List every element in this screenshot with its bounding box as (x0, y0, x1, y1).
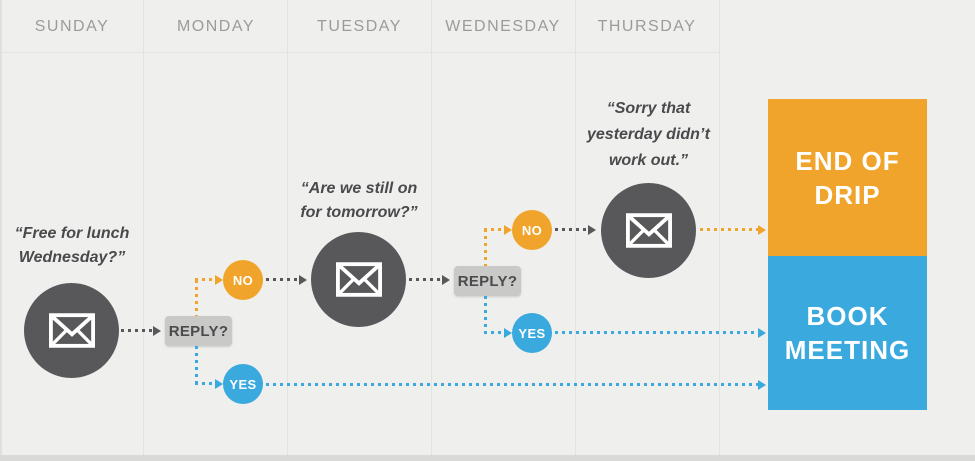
left-edge (0, 0, 2, 455)
reply-decision-1: REPLY? (165, 316, 232, 346)
arrowhead (758, 225, 766, 235)
yes-branch-2: YES (512, 313, 552, 353)
arrowhead (215, 379, 223, 389)
column-divider (431, 0, 432, 455)
day-header-wednesday: WEDNESDAY (445, 18, 561, 35)
arrow-reply1-to-yes1 (195, 346, 198, 384)
reply-decision-2: REPLY? (454, 266, 521, 296)
arrow-reply1-to-yes1 (195, 382, 215, 385)
column-divider (143, 0, 144, 455)
arrow-email2-to-reply2 (409, 278, 442, 281)
header-divider (0, 52, 719, 53)
no-branch-1: NO (223, 260, 263, 300)
arrow-reply2-to-yes2 (484, 296, 487, 333)
arrowhead (504, 225, 512, 235)
column-divider (287, 0, 288, 455)
arrow-reply2-to-yes2 (484, 331, 504, 334)
arrowhead (442, 275, 450, 285)
envelope-icon (625, 213, 672, 248)
arrow-no2-to-email3 (555, 228, 588, 231)
arrow-reply2-to-no2 (484, 228, 504, 231)
arrowhead (215, 275, 223, 285)
arrowhead (153, 326, 161, 336)
arrow-yes2-to-book-meeting (555, 331, 758, 334)
arrowhead (758, 328, 766, 338)
yes-branch-1: YES (223, 364, 263, 404)
day-header-monday: MONDAY (176, 18, 256, 35)
arrowhead (299, 275, 307, 285)
arrowhead (758, 380, 766, 390)
day-header-thursday: THURSDAY (597, 18, 697, 35)
email-node-sunday (24, 283, 119, 378)
arrow-reply1-to-no1 (195, 278, 215, 281)
column-divider (575, 0, 576, 455)
envelope-icon (335, 262, 382, 297)
arrow-yes1-to-book-meeting (266, 383, 758, 386)
end-of-drip-block: END OF DRIP (768, 99, 927, 256)
arrow-reply1-to-no1 (195, 280, 198, 316)
no-branch-2: NO (512, 210, 552, 250)
arrow-no1-to-email2 (266, 278, 299, 281)
email-node-tuesday (311, 232, 406, 327)
email-quote-tuesday: “Are we still on for tomorrow?” (300, 180, 418, 221)
book-meeting-block: BOOK MEETING (768, 256, 927, 410)
bottom-edge (0, 455, 975, 461)
day-header-sunday: SUNDAY (34, 18, 110, 35)
arrowhead (588, 225, 596, 235)
email-quote-sunday: “Free for lunch Wednesday?” (14, 225, 130, 266)
arrow-email1-to-reply1 (121, 329, 153, 332)
email-quote-thursday: “Sorry that yesterday didn’t work out.” (587, 100, 710, 169)
arrow-email3-to-end-of-drip (700, 228, 758, 231)
day-header-tuesday: TUESDAY (317, 18, 402, 35)
arrow-reply2-to-no2 (484, 229, 487, 266)
arrowhead (504, 328, 512, 338)
column-divider (719, 0, 720, 455)
envelope-icon (48, 313, 95, 348)
email-node-thursday (601, 183, 696, 278)
